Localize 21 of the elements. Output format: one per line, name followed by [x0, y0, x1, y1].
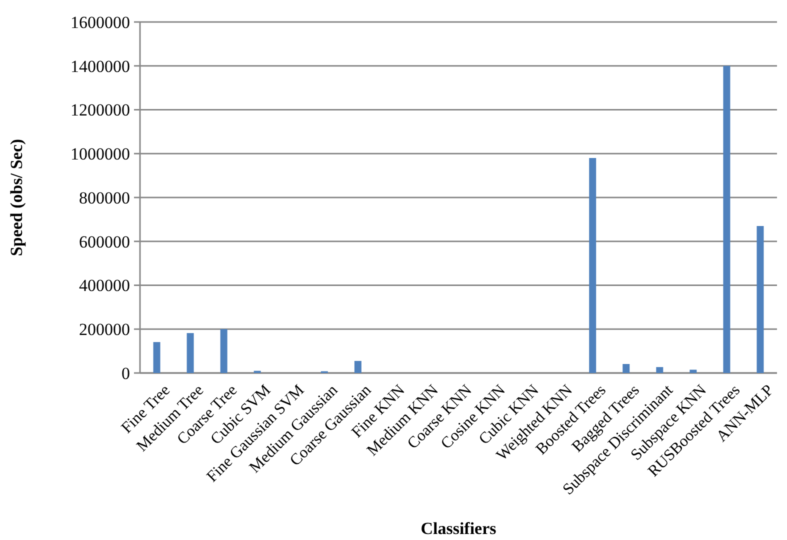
- bar: [756, 226, 764, 373]
- x-axis-title: Classifiers: [420, 519, 497, 538]
- y-tick-label: 200000: [79, 320, 130, 340]
- y-tick-label: 400000: [79, 276, 130, 296]
- bar: [220, 329, 228, 373]
- bar: [153, 342, 160, 373]
- y-axis-title: Speed (obs/ Sec): [7, 138, 26, 256]
- y-tick-label: 1000000: [70, 144, 130, 164]
- bar: [589, 158, 596, 373]
- y-tick-label: 800000: [79, 188, 130, 208]
- bar: [690, 370, 697, 373]
- bar: [354, 360, 362, 373]
- bar: [723, 66, 730, 373]
- y-tick-label: 1400000: [70, 56, 130, 76]
- bar: [656, 367, 664, 373]
- y-tick-label: 0: [122, 364, 130, 383]
- y-tick-label: 1200000: [70, 100, 130, 120]
- y-tick-label: 600000: [79, 232, 130, 252]
- bar: [186, 333, 194, 373]
- y-tick-label: 1600000: [70, 12, 130, 32]
- bar: [622, 364, 630, 373]
